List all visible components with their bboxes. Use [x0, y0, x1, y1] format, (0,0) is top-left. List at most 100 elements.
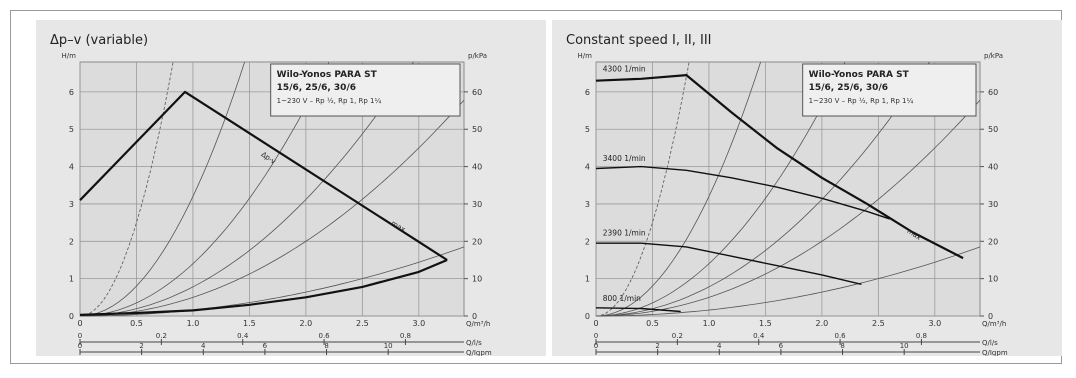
legend-models: 15/6, 25/6, 30/6: [809, 83, 888, 93]
y-tick-label-left: 5: [585, 125, 590, 134]
secondary-tick-label: 6: [263, 342, 268, 350]
series-line-1: [79, 258, 448, 316]
x-tick-label: 3.0: [412, 319, 425, 328]
y-tick-label-left: 0: [69, 312, 74, 321]
y-axis-label-left: H/m: [62, 52, 77, 60]
secondary-tick-label: 4: [717, 342, 722, 350]
y-tick-label-right: 30: [472, 200, 482, 209]
secondary-tick-label: 0.2: [156, 332, 167, 340]
secondary-tick-label: 2: [655, 342, 659, 350]
secondary-tick-label: 0.2: [672, 332, 683, 340]
secondary-tick-label: 10: [384, 342, 393, 350]
x-tick-label: 2.5: [872, 319, 885, 328]
y-tick-label-left: 4: [585, 163, 590, 172]
chart-panel-variable: 0 0.5 1.0 1.5 2.0 2.5 3.0 0 1 2 3 4 5 6 0 10 20 30 40 50 60 Δ…: [36, 20, 546, 356]
x-tick-label: 0: [77, 319, 82, 328]
y-axis-label-right: p/kPa: [468, 52, 487, 60]
x-tick-label: 2.0: [300, 319, 313, 328]
y-axis-label-left: H/m: [578, 52, 593, 60]
y-tick-label-right: 60: [988, 88, 998, 97]
y-tick-label-left: 1: [69, 275, 74, 284]
secondary-tick-label: 10: [900, 342, 909, 350]
legend-box: [270, 63, 461, 117]
secondary-tick-label: 4: [201, 342, 206, 350]
x-axis-label: Q/m³/h: [982, 320, 1006, 328]
system-curve-dashed: [595, 61, 690, 317]
series-line-2: [596, 242, 862, 285]
y-tick-label-left: 1: [585, 275, 590, 284]
x-tick-label: 0.5: [646, 319, 659, 328]
curve-label-speed: 800 1/min: [603, 294, 641, 303]
secondary-tick-label: 0.4: [237, 332, 249, 340]
system-curve: [79, 61, 245, 317]
secondary-tick-label: 6: [779, 342, 784, 350]
x-tick-label: 0: [593, 319, 598, 328]
secondary-tick-label: 0.8: [916, 332, 927, 340]
y-tick-label-right: 0: [472, 312, 477, 321]
secondary-tick-label: 8: [840, 342, 844, 350]
y-tick-label-right: 60: [472, 88, 482, 97]
y-tick-label-left: 2: [585, 237, 590, 246]
x-tick-label: 1.5: [759, 319, 772, 328]
legend-spec: 1~230 V – Rp ½, Rp 1, Rp 1¼: [277, 97, 382, 105]
system-curve: [80, 246, 465, 317]
y-tick-label-right: 50: [472, 125, 482, 134]
secondary-axis-label: Q/Igpm: [466, 349, 492, 356]
secondary-tick-label: 2: [139, 342, 143, 350]
y-tick-label-left: 0: [585, 312, 590, 321]
y-tick-label-left: 3: [585, 200, 590, 209]
x-axis-label: Q/m³/h: [466, 320, 490, 328]
system-curve: [79, 61, 330, 317]
y-tick-label-left: 6: [69, 88, 74, 97]
secondary-tick-label: 0: [78, 342, 82, 350]
x-tick-label: 1.5: [243, 319, 256, 328]
x-tick-label: 2.5: [356, 319, 369, 328]
curve-label-speed: 4300 1/min: [603, 64, 646, 73]
x-tick-label: 1.0: [703, 319, 716, 328]
y-tick-label-right: 50: [988, 125, 998, 134]
series-line-0: [79, 90, 448, 261]
y-tick-label-right: 20: [472, 237, 482, 246]
y-tick-label-right: 10: [988, 275, 998, 284]
system-curve: [596, 246, 981, 317]
y-tick-label-right: 0: [988, 312, 993, 321]
legend-title: Wilo-Yonos PARA ST: [277, 70, 378, 80]
legend-spec: 1~230 V – Rp ½, Rp 1, Rp 1¼: [809, 97, 914, 105]
secondary-tick-label: 8: [324, 342, 328, 350]
series-line-1: [595, 165, 890, 220]
secondary-tick-label: 0.6: [318, 332, 330, 340]
legend-box: [802, 63, 977, 117]
secondary-axis-label: Q/l/s: [982, 339, 998, 347]
series-line-0: [595, 74, 964, 260]
chart-title: Constant speed I, II, III: [566, 33, 712, 48]
legend-models: 15/6, 25/6, 30/6: [277, 83, 356, 93]
secondary-tick-label: 0.4: [753, 332, 765, 340]
y-tick-label-right: 20: [988, 237, 998, 246]
legend-title: Wilo-Yonos PARA ST: [809, 70, 910, 80]
y-tick-label-right: 30: [988, 200, 998, 209]
system-curve: [79, 99, 465, 317]
curve-label-speed: 3400 1/min: [603, 154, 646, 163]
y-tick-label-right: 40: [472, 163, 482, 172]
x-tick-label: 1.0: [187, 319, 200, 328]
secondary-tick-label: 0: [594, 342, 598, 350]
y-tick-label-left: 6: [585, 88, 590, 97]
x-tick-label: 3.0: [928, 319, 941, 328]
curve-label-speed: 2390 1/min: [603, 229, 646, 238]
chart-panel-constant-speed: 0 0.5 1.0 1.5 2.0 2.5 3.0 0 1 2 3 4 5 6 0 10 20 30 40 50 60 4…: [552, 20, 1062, 356]
series-line-3: [595, 307, 681, 313]
secondary-tick-label: 0: [78, 332, 82, 340]
y-tick-label-right: 40: [988, 163, 998, 172]
y-tick-label-left: 4: [69, 163, 74, 172]
x-tick-label: 2.0: [816, 319, 829, 328]
y-tick-label-left: 5: [69, 125, 74, 134]
y-tick-label-left: 2: [69, 237, 74, 246]
x-tick-label: 0.5: [130, 319, 143, 328]
secondary-tick-label: 0.8: [400, 332, 411, 340]
system-curve-dashed: [79, 61, 174, 317]
system-curve: [79, 61, 414, 317]
y-axis-label-right: p/kPa: [984, 52, 1003, 60]
secondary-tick-label: 0: [594, 332, 598, 340]
chart-variable-svg: 0 0.5 1.0 1.5 2.0 2.5 3.001234560102030405060Δ…: [50, 33, 492, 356]
secondary-axis-label: Q/Igpm: [982, 349, 1008, 356]
